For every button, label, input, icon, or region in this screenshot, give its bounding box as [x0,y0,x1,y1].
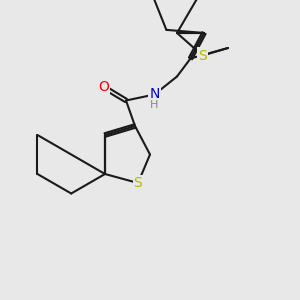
Text: S: S [134,176,142,190]
Text: H: H [150,100,159,110]
Text: S: S [198,49,207,62]
Text: O: O [98,80,109,94]
Text: N: N [149,88,160,101]
